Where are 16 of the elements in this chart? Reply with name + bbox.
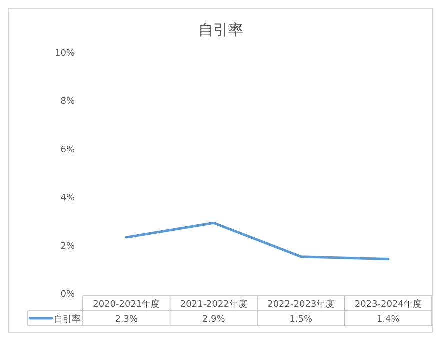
y-tick-label: 2% <box>60 242 76 252</box>
x-tick-label: 2020-2021年度 <box>93 299 160 310</box>
legend-label: 自引率 <box>54 314 81 325</box>
data-label: 1.5% <box>290 315 313 325</box>
data-label: 2.9% <box>202 315 226 325</box>
y-tick-label: 0% <box>60 290 76 300</box>
x-tick-label: 2022-2023年度 <box>268 299 335 310</box>
y-tick-label: 8% <box>60 97 76 108</box>
y-tick-label: 10% <box>54 49 76 59</box>
y-tick-label: 4% <box>60 194 76 204</box>
x-tick-label: 2021-2022年度 <box>180 299 248 310</box>
data-label: 2.3% <box>115 315 138 325</box>
x-tick-label: 2023-2024年度 <box>354 299 422 310</box>
y-tick-label: 6% <box>60 145 76 156</box>
title: 自引率 <box>198 21 244 39</box>
data-label: 1.4% <box>376 315 400 325</box>
